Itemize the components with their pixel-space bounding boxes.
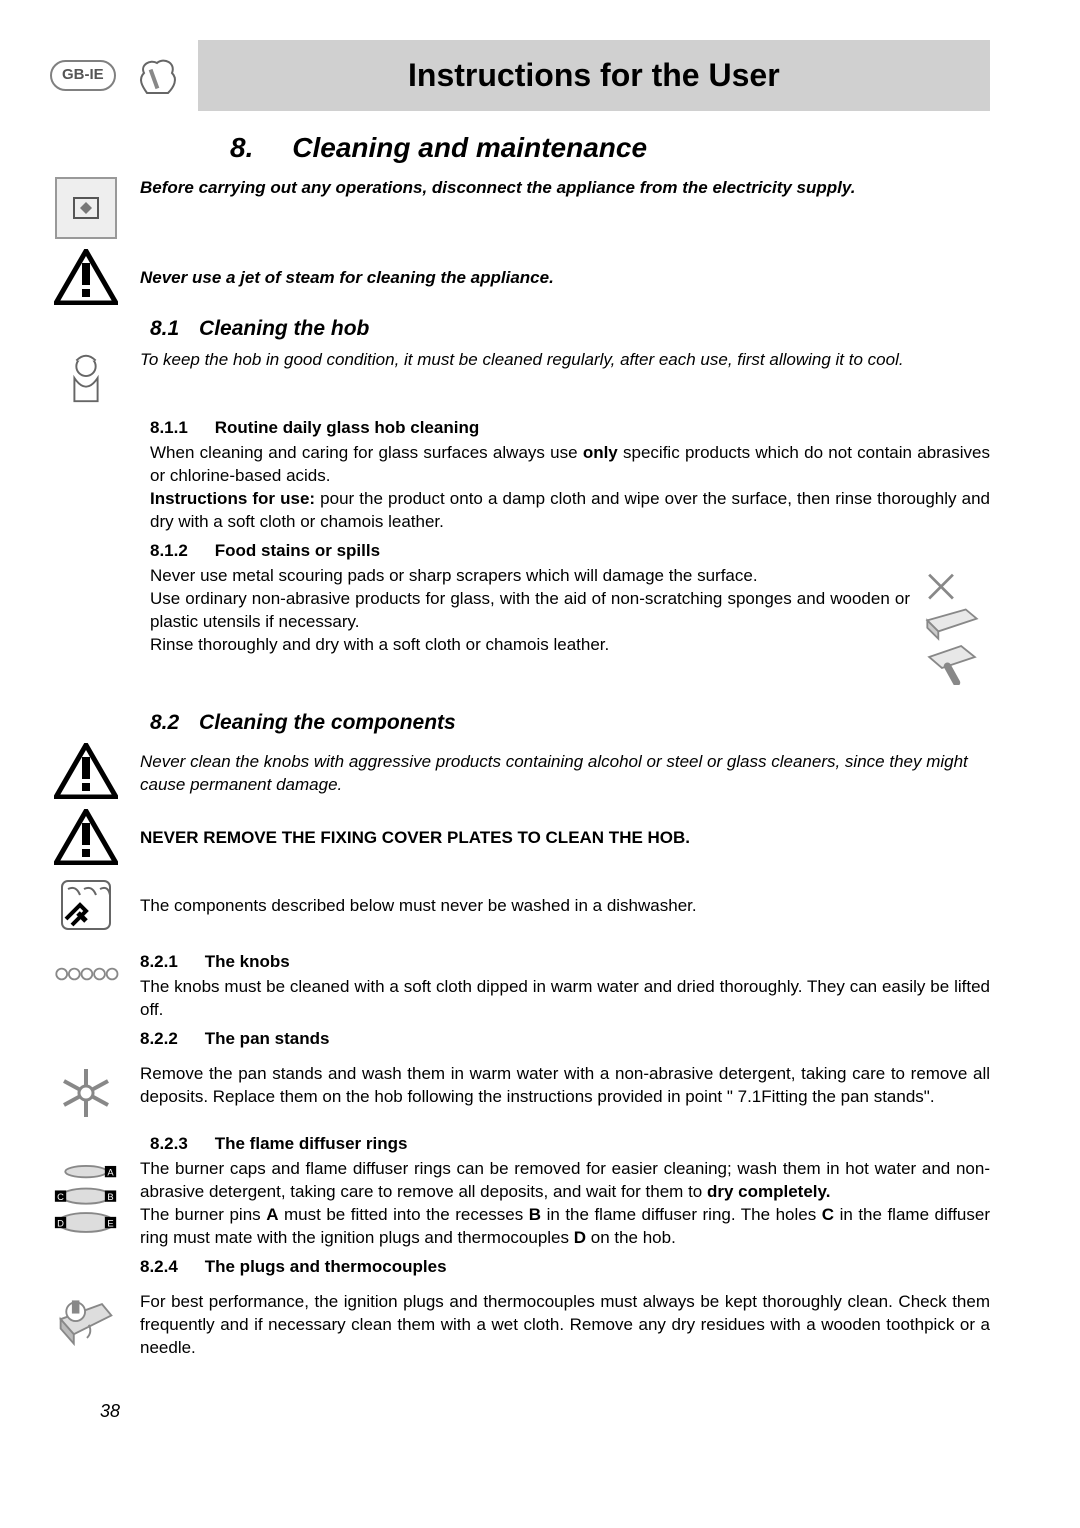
knobs-icon: [53, 965, 119, 983]
svg-text:C: C: [57, 1191, 64, 1202]
subsection-title: Cleaning the hob: [199, 317, 369, 340]
paragraph: Use ordinary non-abrasive products for g…: [150, 588, 990, 634]
subsub-823-heading-block: 8.2.3 The flame diffuser rings: [150, 1133, 990, 1156]
paragraph: Never use metal scouring pads or sharp s…: [150, 565, 990, 588]
text-run: The burner caps and flame diffuser rings…: [140, 1159, 990, 1201]
warning-row-covers: NEVER REMOVE THE FIXING COVER PLATES TO …: [50, 809, 990, 865]
hob-plug-icon: [55, 1291, 117, 1353]
subsection-heading: 8.1 Cleaning the hob: [150, 315, 990, 343]
diffuser-row: A B C D E The burner caps and flame diff…: [50, 1158, 990, 1281]
chapter-number: 8.: [230, 132, 253, 163]
chapter-heading: 8. Cleaning and maintenance: [230, 129, 990, 167]
burner-diagram-icon: A B C D E: [53, 1158, 119, 1238]
subsub-number: 8.2.4: [140, 1256, 200, 1279]
subsub-number: 8.2.3: [150, 1133, 210, 1156]
text-run: must be fitted into the recesses: [278, 1205, 528, 1224]
pan-stand-icon: [56, 1063, 116, 1123]
subsub-heading: 8.1.1 Routine daily glass hob cleaning: [150, 417, 990, 440]
subsection-number: 8.1: [150, 317, 179, 340]
bold-run: only: [583, 443, 618, 462]
subsection-number: 8.2: [150, 711, 179, 734]
knobs-row: 8.2.1 The knobs The knobs must be cleane…: [50, 945, 990, 1053]
panstands-row: Remove the pan stands and wash them in w…: [50, 1063, 990, 1123]
text-run: When cleaning and caring for glass surfa…: [150, 443, 583, 462]
warning-text: Never use a jet of steam for cleaning th…: [140, 249, 990, 290]
bold-run: dry completely.: [707, 1182, 830, 1201]
subsub-title: The pan stands: [205, 1029, 330, 1048]
paragraph: Rinse thoroughly and dry with a soft clo…: [150, 634, 990, 657]
paragraph: Remove the pan stands and wash them in w…: [140, 1063, 990, 1109]
text-run: in the flame diffuser ring. The holes: [541, 1205, 822, 1224]
subsub-number: 8.2.2: [140, 1028, 200, 1051]
subsub-title: Food stains or spills: [215, 541, 380, 560]
plugs-row: For best performance, the ignition plugs…: [50, 1291, 990, 1360]
subsub-number: 8.1.2: [150, 540, 210, 563]
subsection-title: Cleaning the components: [199, 711, 456, 734]
paragraph: Instructions for use: pour the product o…: [150, 488, 990, 534]
subsub-number: 8.2.1: [140, 951, 200, 974]
svg-text:D: D: [57, 1217, 64, 1228]
plug-icon: [55, 177, 117, 239]
page-title-banner: Instructions for the User: [198, 40, 990, 111]
warning-text: NEVER REMOVE THE FIXING COVER PLATES TO …: [140, 809, 990, 850]
paragraph: When cleaning and caring for glass surfa…: [150, 442, 990, 488]
subsub-title: The plugs and thermocouples: [205, 1257, 447, 1276]
text-run: The burner pins: [140, 1205, 266, 1224]
warning-triangle-icon: [54, 249, 118, 305]
subsub-title: The flame diffuser rings: [215, 1134, 408, 1153]
warning-triangle-icon: [54, 809, 118, 865]
paragraph: For best performance, the ignition plugs…: [140, 1291, 990, 1360]
chapter-title: Cleaning and maintenance: [292, 132, 647, 163]
subsub-heading: 8.2.4 The plugs and thermocouples: [140, 1256, 990, 1279]
paragraph: The burner caps and flame diffuser rings…: [140, 1158, 990, 1204]
bold-run: C: [822, 1205, 834, 1224]
subsub-heading: 8.2.1 The knobs: [140, 951, 990, 974]
subsub-heading: 8.2.3 The flame diffuser rings: [150, 1133, 990, 1156]
svg-text:E: E: [107, 1217, 113, 1228]
nodishwasher-row: The components described below must neve…: [50, 875, 990, 935]
warning-text: Before carrying out any operations, disc…: [140, 177, 990, 200]
svg-text:A: A: [107, 1166, 114, 1177]
paragraph: The knobs must be cleaned with a soft cl…: [140, 976, 990, 1022]
warning-row-disconnect: Before carrying out any operations, disc…: [50, 177, 990, 239]
bold-run: D: [574, 1228, 586, 1247]
text-run: on the hob.: [586, 1228, 676, 1247]
language-badge: GB-IE: [50, 60, 116, 90]
subsub-heading: 8.2.2 The pan stands: [140, 1028, 990, 1051]
cleaning-tools-icon: [920, 565, 990, 685]
warning-text: Never clean the knobs with aggressive pr…: [140, 743, 990, 797]
subsub-title: Routine daily glass hob cleaning: [215, 418, 480, 437]
intro-row-81: To keep the hob in good condition, it mu…: [50, 349, 990, 407]
section-81-body: 8.1.1 Routine daily glass hob cleaning W…: [150, 417, 990, 685]
chef-hat-icon: [130, 49, 184, 103]
warning-row-knobs: Never clean the knobs with aggressive pr…: [50, 743, 990, 799]
paragraph: The burner pins A must be fitted into th…: [140, 1204, 990, 1250]
bold-run: B: [529, 1205, 541, 1224]
bold-run: Instructions for use:: [150, 489, 315, 508]
subsub-number: 8.1.1: [150, 417, 210, 440]
page-header: GB-IE Instructions for the User: [50, 40, 990, 111]
nodishwasher-text: The components described below must neve…: [140, 875, 990, 918]
chef-figure-icon: [57, 349, 115, 407]
warning-triangle-icon: [54, 743, 118, 799]
intro-text: To keep the hob in good condition, it mu…: [140, 349, 990, 372]
page-number: 38: [100, 1399, 990, 1423]
bold-run: A: [266, 1205, 278, 1224]
no-dishwasher-icon: [56, 875, 116, 935]
subsub-title: The knobs: [205, 952, 290, 971]
subsub-heading: 8.1.2 Food stains or spills: [150, 540, 990, 563]
subsection-heading: 8.2 Cleaning the components: [150, 709, 990, 737]
svg-text:B: B: [107, 1191, 113, 1202]
warning-row-steam: Never use a jet of steam for cleaning th…: [50, 249, 990, 305]
paragraph-block: Never use metal scouring pads or sharp s…: [150, 565, 990, 685]
